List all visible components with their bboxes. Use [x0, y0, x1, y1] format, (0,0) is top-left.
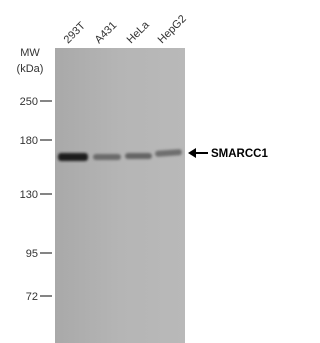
lane-label: HepG2: [156, 13, 189, 46]
marker-label: 95: [26, 248, 38, 260]
marker-label: 180: [20, 135, 38, 147]
band: [58, 153, 88, 161]
page: {"lanes": ["293T", "A431", "HeLa", "HepG…: [0, 0, 275, 343]
marker-labels: 250 180 130 95 72: [20, 96, 52, 303]
mw-label: MW: [20, 47, 40, 59]
mw-unit: (kDa): [17, 63, 44, 75]
marker-label: 250: [20, 96, 38, 108]
marker-label: 72: [26, 291, 38, 303]
target-label: SMARCC1: [211, 148, 268, 160]
arrow-head: [188, 148, 196, 158]
lane-label: 293T: [62, 20, 88, 46]
band: [125, 153, 152, 159]
marker-label: 130: [20, 189, 38, 201]
lane-label: A431: [93, 19, 120, 46]
band: [93, 154, 121, 160]
membrane: [55, 48, 185, 343]
lane-label: HeLa: [125, 18, 153, 46]
